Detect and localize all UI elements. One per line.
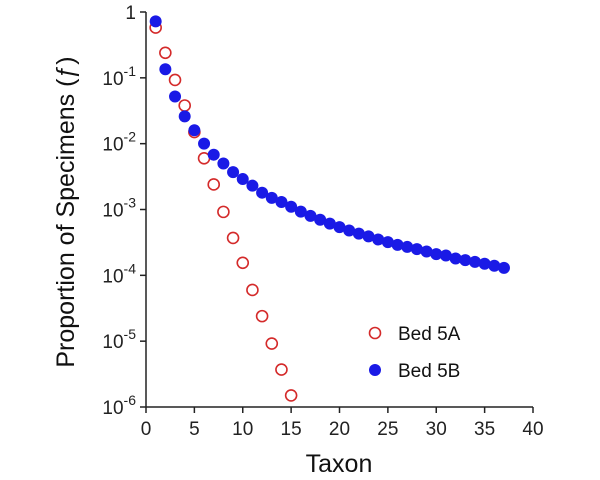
data-point-bed-5b <box>198 137 211 150</box>
data-point-bed-5b <box>391 238 404 251</box>
x-tick-label: 30 <box>426 419 447 440</box>
data-point-bed-5a <box>178 99 191 112</box>
series-bed-5b <box>149 15 510 274</box>
data-point-bed-5a <box>207 178 221 191</box>
x-tick-label: 40 <box>522 419 543 440</box>
data-point-bed-5b <box>294 205 307 218</box>
series-bed-5a <box>149 21 298 402</box>
y-tick-label: 10-5 <box>102 326 136 353</box>
x-axis-title: Taxon <box>306 450 373 478</box>
x-axis-ticks: 0 5 10 15 20 25 30 35 40 <box>141 407 544 440</box>
data-point-bed-5a <box>246 283 259 297</box>
series-layer <box>149 15 510 402</box>
data-point-bed-5b <box>468 255 481 268</box>
data-point-bed-5a <box>275 363 288 376</box>
data-point-bed-5a <box>226 231 240 245</box>
data-point-bed-5b <box>488 259 501 272</box>
x-tick-label: 20 <box>329 419 350 440</box>
data-point-bed-5b <box>149 15 162 28</box>
x-tick-label: 25 <box>377 419 398 440</box>
data-point-bed-5b <box>410 243 423 256</box>
x-tick-label: 0 <box>141 419 152 440</box>
data-point-bed-5b <box>169 90 182 103</box>
y-tick-label: 10-1 <box>102 63 136 90</box>
legend-label-bed-5a: Bed 5A <box>398 324 461 345</box>
data-point-bed-5b <box>159 63 172 76</box>
y-axis-ticks: 1 10-1 10-2 10-3 10-4 10-5 10-6 <box>102 3 146 419</box>
data-point-bed-5b <box>333 221 346 234</box>
data-point-bed-5b <box>401 240 414 253</box>
data-point-bed-5a <box>236 256 250 270</box>
legend: Bed 5A Bed 5B <box>368 324 461 382</box>
data-point-bed-5b <box>275 195 288 208</box>
data-point-bed-5b <box>265 191 278 204</box>
y-tick-label: 10-3 <box>102 195 136 222</box>
data-point-bed-5a <box>265 337 279 350</box>
data-point-bed-5b <box>459 254 472 267</box>
data-point-bed-5b <box>343 224 356 237</box>
data-point-bed-5b <box>285 200 298 213</box>
data-point-bed-5b <box>362 230 375 243</box>
data-point-bed-5b <box>207 148 220 161</box>
data-point-bed-5b <box>217 157 230 170</box>
legend-marker-bed-5a <box>368 326 382 340</box>
y-tick-label: 10-6 <box>102 392 136 419</box>
y-axis-title: Proportion of Specimens (ƒ) <box>52 56 80 367</box>
data-point-bed-5b <box>372 233 385 246</box>
y-tick-label: 10-4 <box>102 260 136 287</box>
data-point-bed-5b <box>439 249 452 262</box>
legend-marker-bed-5b <box>369 364 381 376</box>
data-point-bed-5a <box>255 309 269 323</box>
legend-label-bed-5b: Bed 5B <box>398 361 460 382</box>
data-point-bed-5b <box>304 209 317 222</box>
data-point-bed-5b <box>449 252 462 265</box>
data-point-bed-5a <box>168 73 182 87</box>
data-point-bed-5b <box>497 261 510 274</box>
data-point-bed-5b <box>246 179 259 192</box>
data-point-bed-5b <box>314 213 327 226</box>
data-point-bed-5a <box>159 46 172 60</box>
data-point-bed-5b <box>256 186 269 199</box>
x-tick-label: 10 <box>232 419 253 440</box>
x-tick-label: 5 <box>189 419 200 440</box>
data-point-bed-5b <box>420 245 433 258</box>
data-point-bed-5b <box>227 166 240 179</box>
data-point-bed-5b <box>323 217 336 230</box>
x-tick-label: 15 <box>281 419 302 440</box>
data-point-bed-5b <box>352 227 365 240</box>
data-point-bed-5b <box>178 110 191 123</box>
data-point-bed-5a <box>284 389 298 402</box>
data-point-bed-5a <box>217 205 230 219</box>
data-point-bed-5b <box>236 173 249 186</box>
data-point-bed-5b <box>430 248 443 261</box>
data-point-bed-5b <box>188 124 201 137</box>
x-tick-label: 35 <box>474 419 495 440</box>
data-point-bed-5b <box>381 236 394 249</box>
data-point-bed-5b <box>478 257 491 270</box>
y-tick-label: 1 <box>125 3 136 24</box>
y-tick-label: 10-2 <box>102 129 136 156</box>
